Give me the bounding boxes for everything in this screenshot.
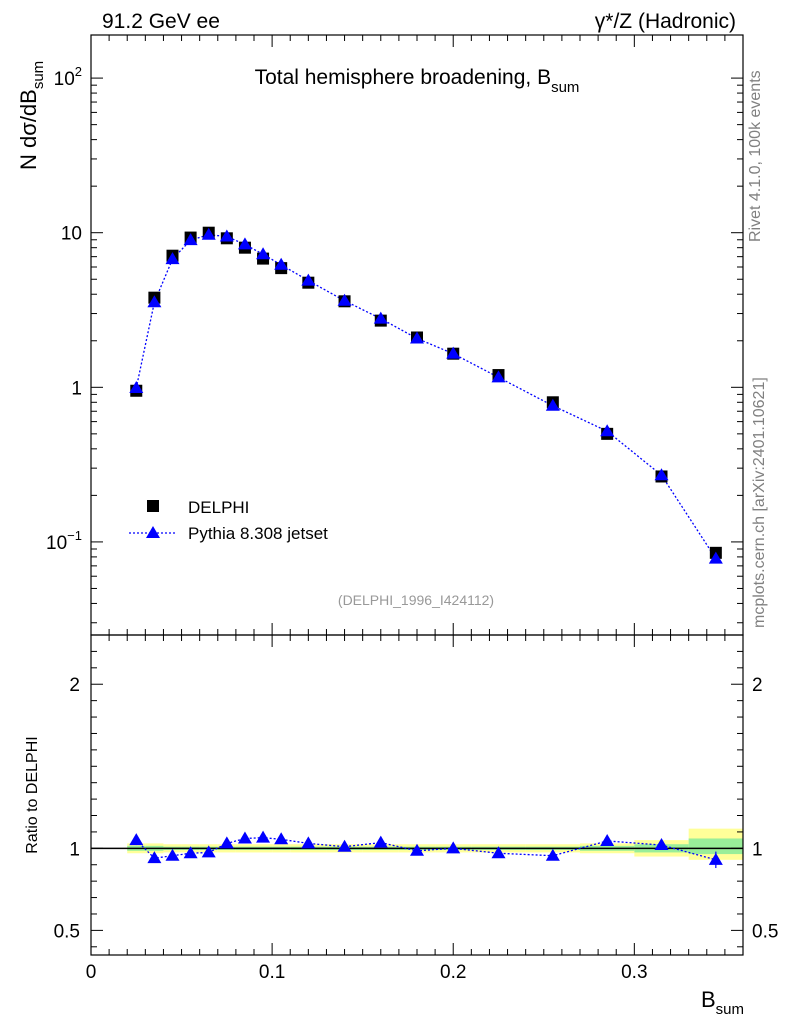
data-point-pythia — [545, 398, 560, 411]
source-url-label: mcplots.cern.ch [arXiv:2401.10621] — [751, 377, 768, 628]
ytick-label-1-base: 1 — [71, 378, 82, 399]
y-axis-label-sub: sum — [30, 61, 47, 89]
ratio-ytick-label-2-right: 2 — [752, 675, 763, 696]
ratio-point-pythia — [410, 843, 424, 856]
main-markers — [129, 226, 723, 564]
uncertainty-band-green — [688, 838, 743, 855]
data-point-pythia — [373, 311, 388, 324]
data-point-pythia — [256, 247, 271, 260]
plot-title-main: Total hemisphere broadening, B — [255, 66, 552, 89]
ratio-frame — [90, 634, 744, 956]
data-point-pythia — [183, 233, 198, 246]
ratio-point-pythia — [256, 830, 271, 843]
ytick-label-100-exp: 2 — [75, 64, 82, 79]
main-panel: Total hemisphere broadening, Bsum N dσ/d… — [16, 34, 744, 636]
x-axis-label: Bsum — [701, 987, 744, 1018]
ratio-point-pythia — [654, 838, 669, 851]
legend-label-pythia: Pythia 8.308 jetset — [188, 524, 328, 543]
ratio-point-pythia — [274, 832, 289, 845]
main-ytick-labels: 10−1 1 10 102 — [46, 64, 82, 554]
rivet-version-label: Rivet 4.1.0, 100k events — [747, 70, 764, 242]
ytick-label-0.1-base: 10 — [46, 533, 67, 554]
ratio-panel: 0.5 1 2 0.5 1 2 Ratio to DELPHI 0 0.1 0.… — [24, 634, 778, 1018]
data-point-pythia — [600, 424, 615, 437]
legend-label-delphi: DELPHI — [188, 498, 249, 517]
ratio-point-pythia — [183, 846, 198, 859]
ratio-point-pythia — [165, 848, 180, 861]
ratio-markers — [129, 830, 723, 869]
ratio-point-pythia — [600, 833, 615, 846]
analysis-id-label: (DELPHI_1996_I424112) — [338, 592, 494, 608]
ratio-point-pythia — [219, 836, 234, 849]
ratio-ytick-label-1-right: 1 — [752, 839, 763, 860]
ratio-ytick-label-2-left: 2 — [69, 675, 80, 696]
data-point-pythia — [410, 331, 424, 344]
ratio-point-pythia — [545, 848, 560, 861]
ratio-point-pythia — [129, 833, 144, 846]
ytick-label-100: 102 — [54, 64, 82, 90]
ratio-ytick-label-1-left: 1 — [69, 839, 80, 860]
ytick-label-10-base: 10 — [61, 224, 82, 245]
ytick-label-100-base: 10 — [54, 69, 75, 90]
legend: DELPHI Pythia 8.308 jetset — [129, 498, 328, 543]
plot-title: Total hemisphere broadening, Bsum — [255, 66, 580, 96]
ratio-point-pythia — [301, 836, 316, 849]
data-point-pythia — [201, 227, 216, 240]
ratio-ytick-label-0.5-right: 0.5 — [752, 921, 778, 942]
ytick-label-10: 10 — [61, 224, 82, 245]
data-point-pythia — [274, 257, 289, 270]
ratio-point-pythia — [237, 831, 252, 844]
y-axis-label-main: N dσ/dB — [16, 89, 41, 170]
data-point-pythia — [219, 229, 234, 242]
ytick-label-0.1-exp: −1 — [67, 528, 82, 543]
ratio-point-pythia — [446, 841, 461, 854]
data-point-pythia — [708, 551, 723, 564]
ratio-ticks — [90, 634, 744, 955]
ratio-point-pythia — [201, 845, 216, 858]
data-point-pythia — [446, 346, 461, 359]
ratio-ytick-label-0.5-left: 0.5 — [54, 921, 80, 942]
ytick-label-1: 1 — [71, 378, 82, 399]
ratio-point-pythia — [147, 851, 162, 864]
ratio-point-pythia — [708, 852, 723, 865]
data-point-pythia — [147, 295, 162, 308]
legend-marker-pythia — [146, 526, 160, 538]
data-point-pythia — [491, 370, 506, 383]
x-axis-label-main: B — [701, 987, 716, 1012]
xtick-label-0.3: 0.3 — [621, 962, 647, 983]
ratio-point-pythia — [373, 835, 388, 848]
ratio-point-pythia — [491, 846, 506, 859]
data-point-pythia — [129, 380, 144, 393]
main-ticks — [90, 35, 744, 635]
xtick-label-0.1: 0.1 — [259, 962, 285, 983]
header-process-label: γ*/Z (Hadronic) — [595, 10, 736, 33]
data-point-pythia — [301, 273, 316, 286]
ratio-point-pythia — [337, 839, 352, 852]
y-axis-label: N dσ/dBsum — [16, 61, 47, 170]
legend-marker-delphi — [147, 500, 159, 512]
ytick-label-0.1: 10−1 — [46, 528, 82, 554]
data-point-pythia — [337, 293, 352, 306]
x-axis-label-sub: sum — [716, 1001, 744, 1018]
header-energy-label: 91.2 GeV ee — [102, 10, 220, 33]
data-point-pythia — [654, 468, 669, 481]
plot-title-sub: sum — [551, 79, 579, 96]
xtick-label-0.2: 0.2 — [440, 962, 466, 983]
ratio-y-axis-label: Ratio to DELPHI — [24, 736, 41, 853]
data-point-pythia — [165, 252, 180, 265]
xtick-label-0: 0 — [86, 962, 97, 983]
data-point-pythia — [237, 237, 252, 250]
